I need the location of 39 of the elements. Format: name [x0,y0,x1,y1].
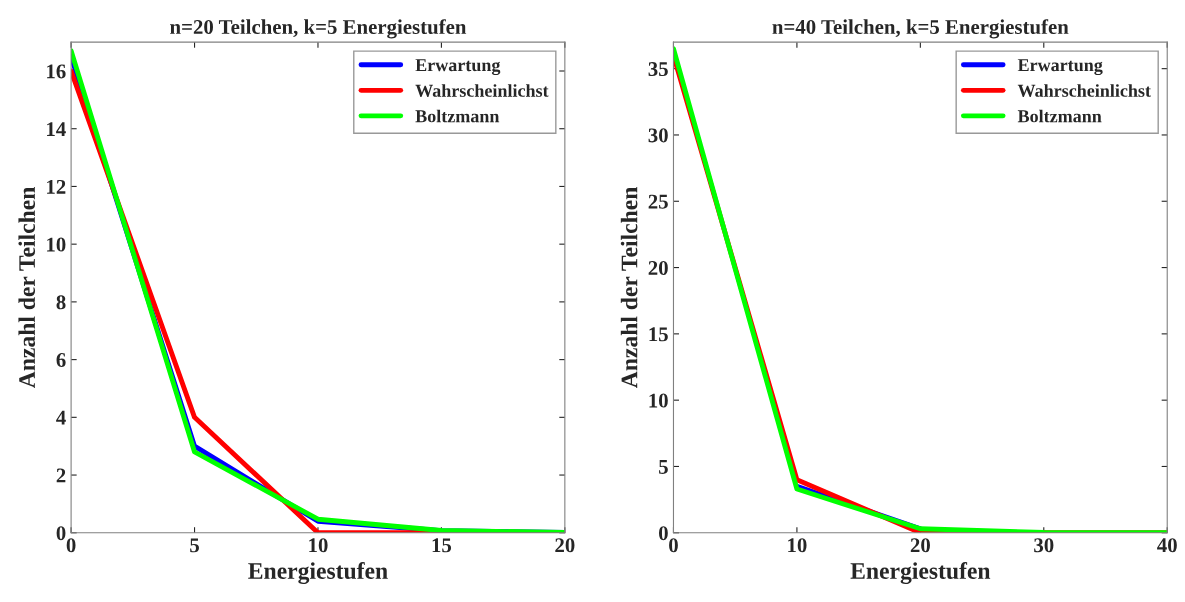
x-tick-label: 5 [190,538,199,553]
y-tick-label: 30 [648,128,668,143]
y-axis-title: Anzahl der Teilchen [620,186,638,389]
y-tick-label: 10 [47,237,66,252]
x-tick-label: 40 [1157,538,1177,553]
y-tick-label: 35 [648,62,668,77]
y-tick-label: 20 [648,260,668,275]
y-tick-label: 4 [56,410,66,425]
x-axis-title: Energiestufen [850,562,991,584]
legend-label: Boltzmann [415,109,500,123]
x-tick-label: 20 [910,538,930,553]
chart-title: n=40 Teilchen, k=5 Energiestufen [772,19,1069,39]
x-tick-label: 15 [432,538,452,553]
y-tick-label: 14 [47,122,66,136]
legend-label: Wahrscheinlichst [1017,84,1151,97]
y-tick-label: 2 [56,468,66,483]
chart-title: n=20 Teilchen, k=5 Energiestufen [170,19,467,39]
x-tick-label: 0 [66,538,76,553]
x-axis-title: Energiestufen [248,562,388,584]
legend-label: Boltzmann [1017,109,1102,123]
y-tick-label: 8 [56,295,66,310]
legend-label: Wahrscheinlichst [415,84,549,97]
y-tick-label: 10 [649,393,668,408]
y-tick-label: 12 [47,179,66,194]
y-axis-title: Anzahl der Teilchen [18,186,36,389]
x-tick-label: 10 [788,538,807,553]
y-tick-label: 15 [649,327,668,342]
x-tick-label: 20 [555,538,575,553]
y-tick-label: 0 [56,526,66,541]
legend-label: Erwartung [1017,59,1103,76]
legend-label: Erwartung [415,59,501,76]
x-tick-label: 30 [1034,538,1054,553]
y-tick-label: 5 [659,460,668,474]
y-tick-label: 16 [47,64,66,79]
y-tick-label: 25 [648,194,668,209]
x-tick-label: 0 [669,538,678,553]
y-tick-label: 0 [658,526,668,541]
y-tick-label: 6 [56,353,66,368]
x-tick-label: 10 [309,538,328,553]
